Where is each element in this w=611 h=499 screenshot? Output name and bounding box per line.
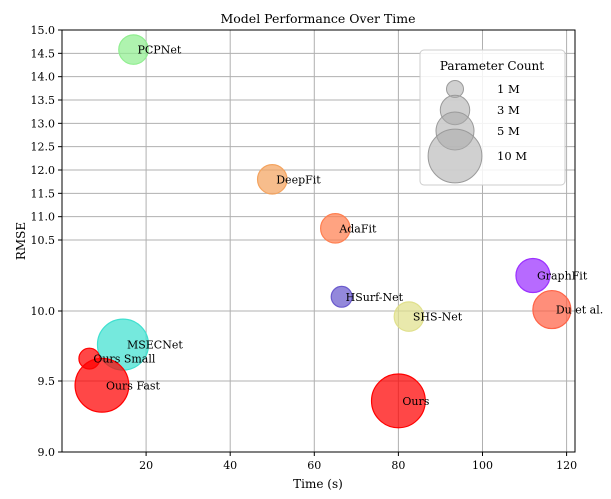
chart-title: Model Performance Over Time	[220, 11, 415, 26]
point-label: Ours	[402, 395, 429, 408]
bubble-point	[532, 289, 572, 330]
y-tick-label: 10.0	[31, 305, 56, 318]
legend-entry-label: 10 M	[497, 149, 527, 163]
x-axis-label: Time (s)	[293, 477, 343, 491]
x-tick-label: 120	[556, 459, 577, 472]
x-tick-label: 40	[223, 459, 237, 472]
bubble-point	[74, 357, 130, 413]
x-tick-label: 20	[139, 459, 153, 472]
x-tick-label: 80	[391, 459, 405, 472]
point-label: DeepFit	[276, 173, 321, 186]
y-tick-label: 9.0	[38, 446, 56, 459]
plot-frame	[61, 29, 576, 453]
legend-entry-label: 5 M	[497, 124, 520, 138]
legend-entry-label: 3 M	[497, 103, 520, 117]
y-tick-label: 11.0	[31, 211, 56, 224]
x-tick-label: 100	[472, 459, 493, 472]
point-label: GraphFit	[537, 270, 588, 283]
bubble-point	[319, 213, 351, 244]
x-axis-ticks: 20 40 60 80 100 120	[139, 452, 577, 472]
point-label: AdaFit	[338, 222, 377, 235]
point-label: Ours Small	[93, 353, 156, 366]
y-tick-label: 10.5	[31, 234, 56, 247]
y-tick-label: 14.0	[31, 71, 56, 84]
bubble-marks	[74, 34, 572, 429]
legend-title: Parameter Count	[440, 59, 544, 73]
y-tick-label: 13.5	[31, 94, 56, 107]
point-label: Du et al.	[556, 304, 603, 317]
y-tick-label: 15.0	[31, 24, 56, 37]
bubble-point	[515, 257, 551, 294]
legend: Parameter Count 1 M 3 M 5 M 10 M	[419, 49, 566, 186]
y-tick-label: 12.0	[31, 164, 56, 177]
y-tick-label: 12.5	[31, 141, 56, 154]
legend-entry-label: 1 M	[497, 82, 520, 96]
bubble-point	[330, 285, 353, 308]
y-tick-label: 14.5	[31, 47, 56, 60]
y-tick-label: 9.5	[38, 375, 56, 388]
bubble-point	[393, 301, 425, 332]
y-axis-ticks: 9.0 9.5 10.0 10.5 11.0 11.5 12.0 12.5 13.0 13.5 14…	[31, 24, 62, 459]
y-tick-label: 11.5	[31, 187, 56, 200]
point-label: SHS-Net	[413, 311, 463, 324]
y-axis-label: RMSE	[14, 222, 28, 260]
point-label: MSECNet	[127, 339, 183, 352]
x-tick-label: 60	[307, 459, 321, 472]
point-label: Ours Fast	[106, 379, 161, 392]
bubble-point	[370, 373, 426, 429]
bubble-point	[256, 164, 288, 195]
y-tick-label: 13.0	[31, 117, 56, 130]
bubble-point	[118, 34, 149, 65]
legend-size-marker	[427, 128, 483, 184]
point-label: PCPNet	[137, 44, 181, 57]
point-label: HSurf-Net	[346, 291, 404, 304]
